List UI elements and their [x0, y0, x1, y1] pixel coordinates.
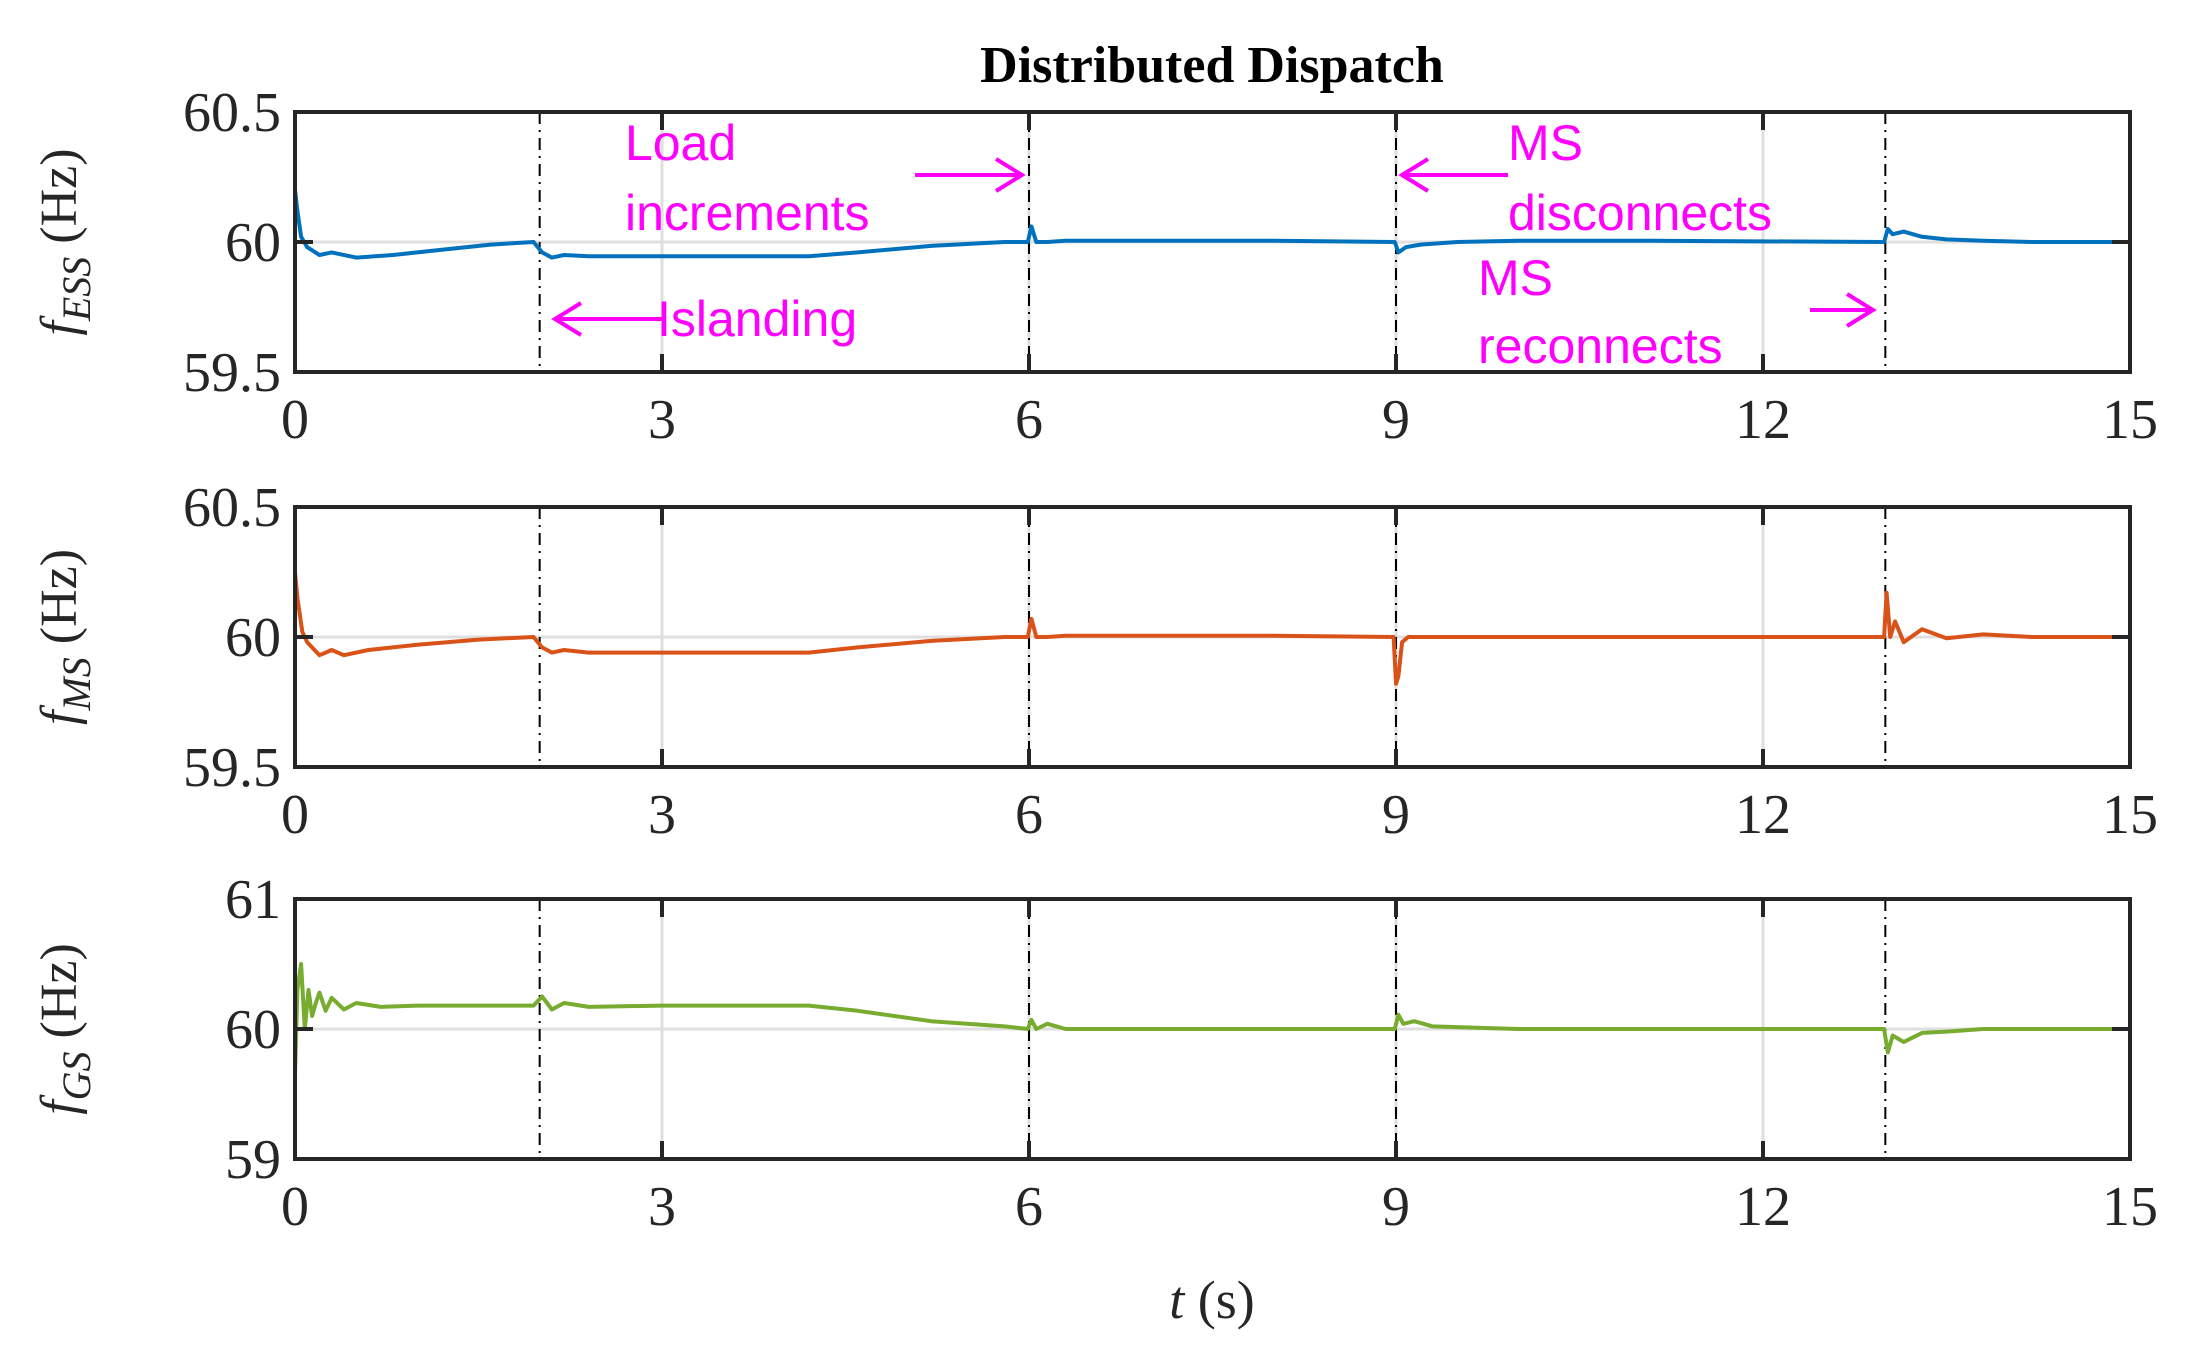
x-tick-label: 15 — [2102, 389, 2158, 451]
x-tick-label: 6 — [1015, 1176, 1043, 1238]
annotation-text: increments — [625, 185, 870, 241]
y-tick-label: 60.5 — [183, 82, 281, 144]
y-tick-label: 60 — [225, 607, 281, 669]
annotation-text: Islanding — [657, 291, 857, 347]
annotation-text: MS — [1508, 115, 1583, 171]
annotation-2: MS disconnects — [1398, 115, 1772, 241]
series-line-ess — [293, 189, 2130, 260]
annotation-text: Load — [625, 115, 736, 171]
y-axis-label-sub: MS — [54, 657, 99, 711]
y-axis-label: fMS (Hz) — [31, 549, 99, 725]
y-tick-label: 59.5 — [183, 737, 281, 799]
x-tick-label: 0 — [281, 389, 309, 451]
y-tick-label: 60 — [225, 999, 281, 1061]
y-tick-label: 59.5 — [183, 342, 281, 404]
series-line-ms — [293, 571, 2130, 686]
y-tick-label: 60.5 — [183, 477, 281, 539]
y-axis-label-sub: GS — [54, 1051, 99, 1100]
series-line-gs — [293, 962, 2130, 1075]
x-tick-label: 6 — [1015, 784, 1043, 846]
x-tick-label: 3 — [648, 389, 676, 451]
annotation-text: disconnects — [1508, 185, 1772, 241]
annotation-arrow-head — [551, 301, 583, 337]
annotation-text: reconnects — [1478, 318, 1723, 374]
x-tick-label: 0 — [281, 1176, 309, 1238]
x-tick-label: 9 — [1382, 1176, 1410, 1238]
x-axis-label-var: t — [1169, 1270, 1186, 1330]
x-tick-label: 15 — [2102, 784, 2158, 846]
chart-panel-ms: 0 3 6 9 12 15 59.5 60 60.5 fMS (Hz) — [31, 477, 2158, 846]
chart-panel-ess: 0 3 6 9 12 15 59.5 60 60.5 fESS (Hz) Load increment… — [31, 82, 2158, 451]
x-tick-label: 3 — [648, 784, 676, 846]
annotation-1: Islanding — [551, 291, 857, 347]
y-tick-label: 59 — [225, 1129, 281, 1191]
x-tick-label: 6 — [1015, 389, 1043, 451]
y-axis-label-unit: (Hz) — [31, 549, 88, 657]
x-tick-label: 12 — [1735, 784, 1791, 846]
annotation-text: MS — [1478, 250, 1553, 306]
x-tick-label: 12 — [1735, 389, 1791, 451]
x-tick-label: 12 — [1735, 1176, 1791, 1238]
x-tick-label: 9 — [1382, 784, 1410, 846]
annotation-0: Load increments — [625, 115, 1026, 241]
chart-panel-gs: 0 3 6 9 12 15 59 60 61 fGS (Hz) — [31, 869, 2158, 1238]
annotation-arrow-head — [1398, 157, 1430, 193]
y-axis-label: fESS (Hz) — [31, 148, 99, 335]
y-axis-label-unit: (Hz) — [31, 148, 88, 256]
x-tick-label: 15 — [2102, 1176, 2158, 1238]
y-tick-label: 60 — [225, 212, 281, 274]
y-axis-label: fGS (Hz) — [31, 943, 99, 1115]
x-axis-label: t (s) — [1169, 1270, 1255, 1330]
annotation-3: MS reconnects — [1478, 250, 1877, 374]
y-axis-label-sub: ESS — [54, 257, 99, 322]
y-tick-label: 61 — [225, 869, 281, 931]
x-tick-label: 3 — [648, 1176, 676, 1238]
chart-title: Distributed Dispatch — [980, 37, 1444, 94]
x-tick-label: 9 — [1382, 389, 1410, 451]
x-axis-label-unit: (s) — [1184, 1270, 1254, 1330]
annotation-arrow-head — [994, 157, 1026, 193]
x-tick-label: 0 — [281, 784, 309, 846]
y-axis-label-unit: (Hz) — [31, 943, 88, 1051]
annotation-arrow-head — [1845, 292, 1877, 328]
